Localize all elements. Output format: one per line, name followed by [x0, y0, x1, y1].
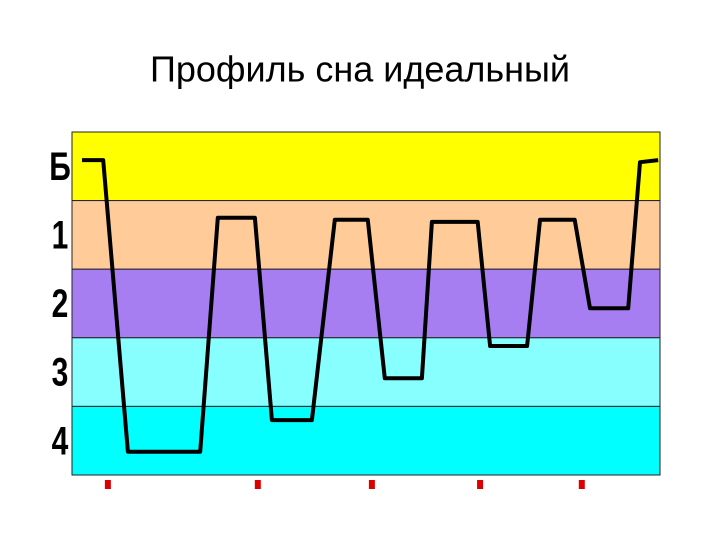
y-tick-label: 1 [52, 213, 69, 257]
sleep-profile-line [82, 158, 659, 454]
cycle-marker [477, 480, 484, 489]
chart-title: Профиль сна идеальный [150, 49, 570, 90]
y-tick-label: 4 [52, 419, 69, 463]
y-tick-label: 2 [52, 282, 69, 326]
cycle-marker [368, 480, 375, 489]
stage-band [71, 131, 661, 202]
y-tick-label: Б [49, 145, 71, 189]
cycle-marker [578, 480, 585, 489]
cycle-marker [254, 480, 261, 489]
cycle-marker [104, 480, 111, 489]
stage-band [71, 337, 661, 407]
stage-band [71, 405, 661, 476]
stage-band [71, 268, 661, 339]
stage-band [71, 200, 661, 270]
y-tick-label: 3 [52, 351, 69, 395]
